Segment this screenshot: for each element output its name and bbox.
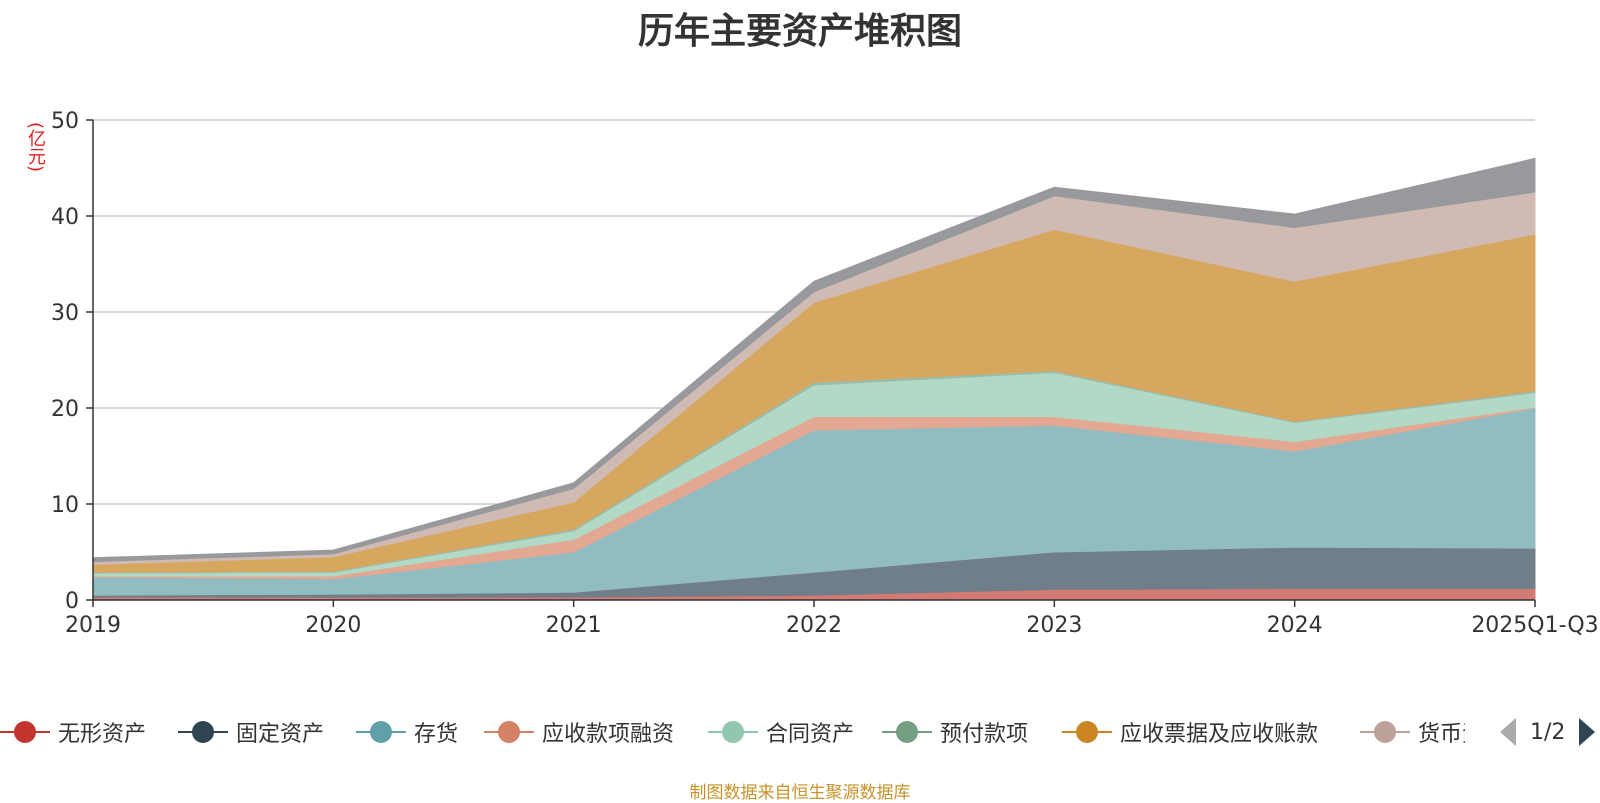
legend-marker-icon [882,720,932,744]
data-source-note: 制图数据来自恒生聚源数据库 [689,783,911,803]
legend-item-无形资产[interactable]: 无形资产 [0,712,146,752]
x-tick-label: 2019 [65,613,121,638]
chart-title: 历年主要资产堆积图 [637,11,962,52]
x-tick-label: 2021 [546,613,602,638]
legend-marker-icon [1062,720,1112,744]
area-series-其他 [92,157,1536,563]
y-tick-label: 20 [51,397,79,422]
legend-label: 无形资产 [58,722,147,747]
legend-marker-icon [1360,720,1410,744]
y-axis-unit-label: (亿元) [25,122,46,173]
legend-next-page-icon[interactable] [1579,718,1596,746]
x-tick-label: 2023 [1026,613,1082,638]
legend-item-合同资产[interactable]: 合同资产 [708,712,854,752]
legend-marker-icon [708,720,758,744]
legend-item-预付款项[interactable]: 预付款项 [882,712,1028,752]
legend-label: 固定资产 [236,722,325,747]
stacked-area-chart: 0 10 20 30 40 50 2019 2020 2021 2022 2023 2024 2025Q… [51,109,1599,638]
legend-item-应收票据及应收账款[interactable]: 应收票据及应收账款 [1062,712,1318,752]
legend-label: 应收票据及应收账款 [1120,722,1319,747]
x-tick-label: 2020 [305,613,361,638]
legend-marker-icon [0,720,50,744]
area-series-group [92,157,1536,601]
legend-label: 应收款项融资 [542,722,675,747]
y-tick-label: 0 [65,589,79,614]
legend-item-货币资金[interactable]: 货币资金 [1360,712,1465,752]
legend-marker-icon [178,720,228,744]
legend-item-应收款项融资[interactable]: 应收款项融资 [484,712,674,752]
legend-item-存货[interactable]: 存货 [356,712,458,752]
legend: 无形资产 固定资产 存货 应收款项融资 合同资产 预付款项 应收票据及应收账款 货币资金 [0,712,1600,752]
legend-items: 无形资产 固定资产 存货 应收款项融资 合同资产 预付款项 应收票据及应收账款 货币资金 [0,712,1465,752]
legend-page-indicator: 1/2 [1530,719,1566,745]
legend-label: 存货 [414,722,459,747]
x-tick-label: 2022 [786,613,842,638]
legend-item-固定资产[interactable]: 固定资产 [178,712,324,752]
y-tick-label: 30 [51,301,79,326]
legend-label: 货币资金 [1418,722,1465,747]
legend-marker-icon [356,720,406,744]
y-tick-label: 50 [51,109,79,134]
x-tick-label: 2025Q1-Q3 [1471,613,1598,638]
x-tick-label: 2024 [1267,613,1323,638]
legend-label: 合同资产 [766,722,855,747]
legend-marker-icon [484,720,534,744]
y-tick-label: 40 [51,205,79,230]
legend-prev-page-icon[interactable] [1500,718,1516,746]
y-tick-label: 10 [51,493,79,518]
legend-label: 预付款项 [940,722,1029,747]
legend-pager: 1/2 [1500,712,1596,752]
